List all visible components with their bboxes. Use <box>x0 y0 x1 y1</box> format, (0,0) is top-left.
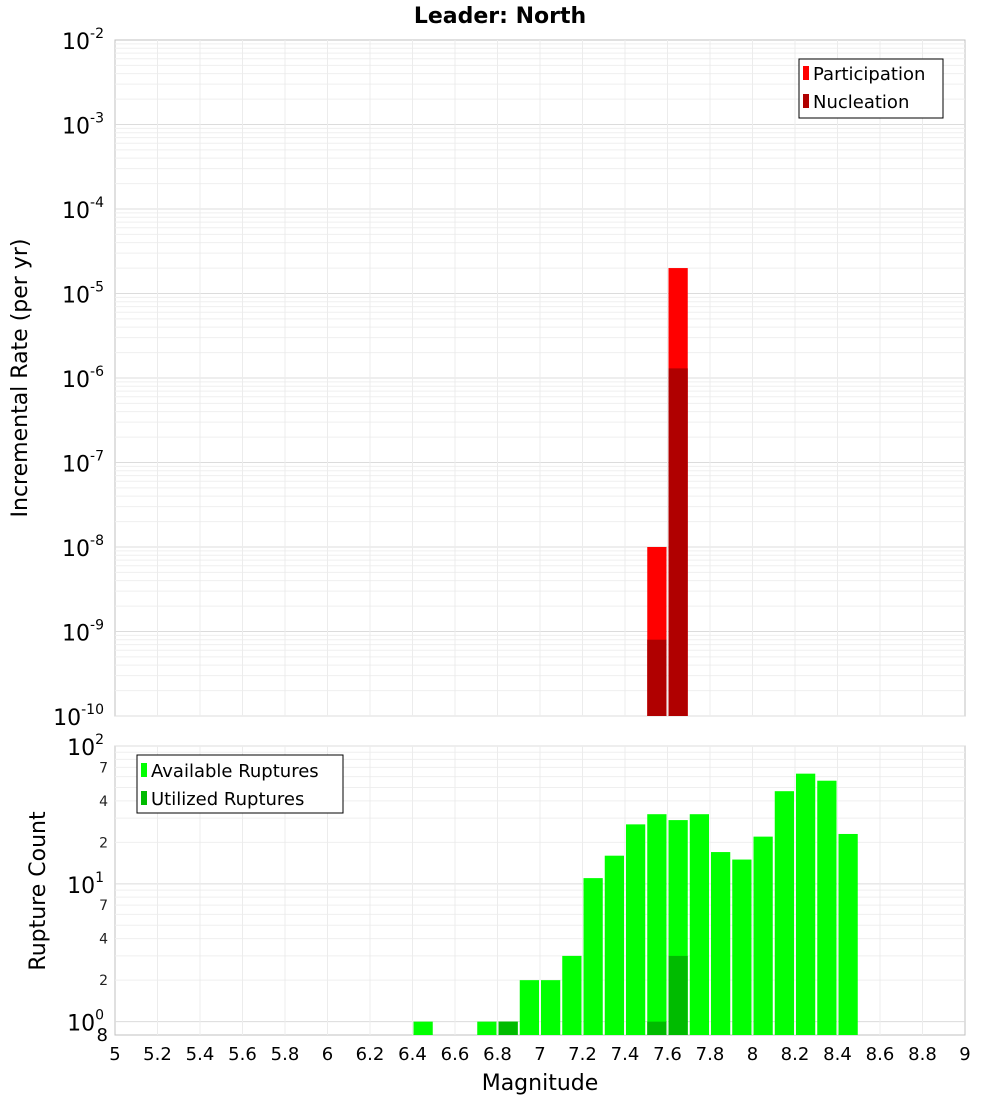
bar-available-ruptures <box>774 791 794 1035</box>
bottom-y-tick-label-extra: 8 <box>97 1025 108 1046</box>
bottom-panel: 102 101 100 7 4 2 7 4 2 8 5 5.2 5.4 5.6 5.8 6 6.2 6.4 6.6… <box>26 732 971 1096</box>
top-y-tick-label: 10-3 <box>62 111 104 140</box>
x-tick-label: 8.8 <box>908 1044 937 1065</box>
x-tick-label: 5.6 <box>228 1044 257 1065</box>
bar-utilized-ruptures <box>647 1021 667 1035</box>
top-y-tick-label: 10-4 <box>62 195 104 224</box>
legend-utilized-ruptures: Utilized Ruptures <box>151 789 304 810</box>
bottom-y-tick-label: 100 <box>67 1008 104 1037</box>
x-tick-label: 6.2 <box>356 1044 385 1065</box>
bottom-y-minor-tick-label: 2 <box>99 835 108 851</box>
x-tick-label: 5 <box>109 1044 120 1065</box>
bottom-y-axis-label: Rupture Count <box>26 811 51 971</box>
legend-swatch-nucleation <box>803 94 809 108</box>
x-tick-label: 5.4 <box>186 1044 215 1065</box>
top-y-tick-label: 10-2 <box>62 26 104 55</box>
legend-nucleation: Nucleation <box>813 92 909 113</box>
bottom-y-minor-tick-label: 4 <box>99 794 108 810</box>
bar-utilized-ruptures <box>668 955 688 1035</box>
legend-available-ruptures: Available Ruptures <box>151 761 319 782</box>
x-tick-label: 9 <box>959 1044 970 1065</box>
bottom-y-minor-tick-label: 2 <box>99 973 108 989</box>
x-tick-label: 7.4 <box>611 1044 640 1065</box>
top-legend-box <box>798 58 944 119</box>
bar-available-ruptures <box>413 1021 433 1035</box>
bar-available-ruptures <box>796 773 816 1035</box>
legend-swatch-utilized <box>141 791 147 805</box>
x-tick-label: 8.4 <box>823 1044 852 1065</box>
bottom-legend-box <box>136 754 344 814</box>
bar-available-ruptures <box>753 836 773 1035</box>
x-tick-label: 5.2 <box>143 1044 172 1065</box>
x-tick-label: 6.6 <box>441 1044 470 1065</box>
x-tick-label: 7 <box>534 1044 545 1065</box>
bar-available-ruptures <box>626 824 646 1035</box>
legend-participation: Participation <box>813 64 925 85</box>
x-tick-label: 7.6 <box>653 1044 682 1065</box>
bottom-y-minor-tick-label: 7 <box>99 760 108 776</box>
top-y-tick-label: 10-10 <box>53 702 104 731</box>
bottom-y-minor-tick-label: 7 <box>99 898 108 914</box>
bar-available-ruptures <box>817 780 837 1035</box>
bar-available-ruptures <box>647 814 667 1035</box>
top-y-axis-label: Incremental Rate (per yr) <box>8 239 33 518</box>
bar-available-ruptures <box>477 1021 497 1035</box>
bar-available-ruptures <box>562 955 582 1035</box>
x-tick-label: 7.8 <box>696 1044 725 1065</box>
bottom-legend: Available Ruptures Utilized Ruptures <box>136 754 344 814</box>
bottom-y-tick-label: 101 <box>67 870 104 899</box>
bottom-y-minor-tick-label: 4 <box>99 932 108 948</box>
bar-available-ruptures <box>604 855 624 1035</box>
bar-available-ruptures <box>541 980 561 1035</box>
top-legend: Participation Nucleation <box>798 58 944 119</box>
bottom-y-tick-label: 102 <box>67 732 104 761</box>
bar-available-ruptures <box>519 980 539 1035</box>
bar-available-ruptures <box>689 814 709 1035</box>
top-y-tick-label: 10-5 <box>62 280 104 309</box>
x-tick-label: 8 <box>747 1044 758 1065</box>
top-y-tick-label: 10-6 <box>62 364 104 393</box>
top-panel: 10-2 10-3 10-4 10-5 10-6 10-7 10-8 10-9 10-10 In… <box>8 26 966 731</box>
x-tick-label: 5.8 <box>271 1044 300 1065</box>
bar-nucleation <box>668 368 688 716</box>
x-axis-label: Magnitude <box>482 1071 599 1096</box>
legend-swatch-participation <box>803 66 809 80</box>
bar-available-ruptures <box>838 833 858 1035</box>
bar-available-ruptures <box>732 859 752 1035</box>
x-tick-label: 7.2 <box>568 1044 597 1065</box>
bar-available-ruptures <box>711 852 731 1035</box>
x-tick-label: 6.8 <box>483 1044 512 1065</box>
x-tick-label: 6.4 <box>398 1044 427 1065</box>
x-tick-label: 8.6 <box>866 1044 895 1065</box>
chart-title: Leader: North <box>414 4 586 29</box>
top-y-tick-label: 10-8 <box>62 533 104 562</box>
bar-available-ruptures <box>583 878 603 1035</box>
top-y-tick-label: 10-9 <box>62 618 104 647</box>
x-tick-label: 6 <box>322 1044 333 1065</box>
top-y-tick-label: 10-7 <box>62 449 104 478</box>
legend-swatch-available <box>141 763 147 777</box>
x-tick-label: 8.2 <box>781 1044 810 1065</box>
bar-utilized-ruptures <box>498 1021 518 1035</box>
bar-nucleation <box>647 639 667 716</box>
